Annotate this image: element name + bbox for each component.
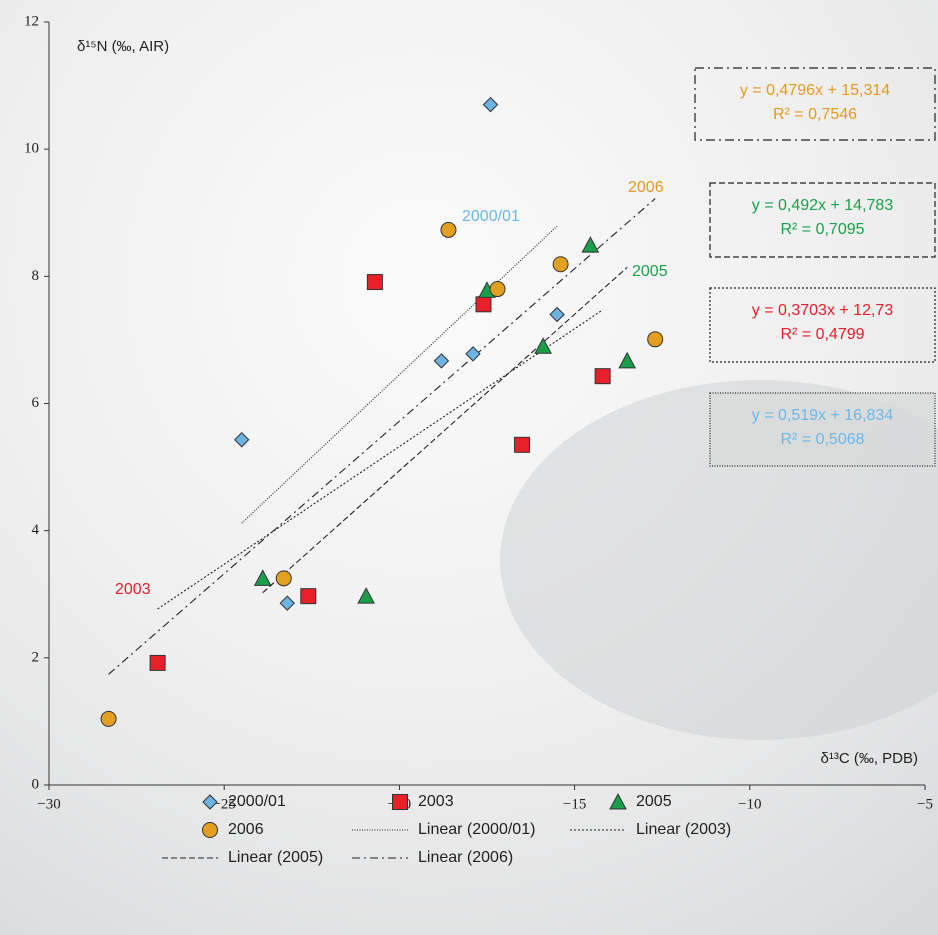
x-axis-label: δ¹³C (‰, PDB) [820, 750, 918, 767]
point [648, 332, 663, 347]
chart: δ¹⁵N (‰, AIR) δ¹³C (‰, PDB) 0 2 4 6 8 10 12 −30… [0, 0, 938, 935]
trend-label: 2005 [632, 263, 668, 280]
point [367, 275, 382, 290]
r-squared: R² = 0,7095 [780, 221, 864, 238]
legend-label: 2005 [636, 793, 672, 810]
point [595, 369, 610, 384]
trend-label: 2000/01 [462, 208, 520, 225]
trend-label: 2003 [115, 581, 151, 598]
legend-label: Linear (2003) [636, 821, 731, 838]
x-tick-label: −30 [37, 796, 60, 812]
y-tick-label: 6 [32, 395, 40, 411]
legend-label: 2000/01 [228, 793, 286, 810]
equation-box [710, 393, 935, 466]
y-tick-label: 0 [32, 776, 40, 792]
x-tick-label: −10 [738, 796, 761, 812]
legend-label: Linear (2005) [228, 849, 323, 866]
point [276, 571, 291, 586]
legend-label: 2006 [228, 821, 264, 838]
equation: y = 0,519x + 16,834 [752, 407, 894, 424]
legend-marker [393, 795, 408, 810]
trend-label: 2006 [628, 179, 664, 196]
legend-marker [203, 823, 218, 838]
y-tick-label: 4 [32, 522, 40, 538]
x-tick-label: −15 [563, 796, 586, 812]
r-squared: R² = 0,5068 [780, 431, 864, 448]
y-tick-label: 10 [24, 141, 39, 157]
point [441, 222, 456, 237]
equation: y = 0,3703x + 12,73 [752, 302, 894, 319]
r-squared: R² = 0,7546 [773, 106, 857, 123]
point [476, 297, 491, 312]
legend-label: Linear (2000/01) [418, 821, 535, 838]
point [101, 711, 116, 726]
x-tick-label: −5 [917, 796, 933, 812]
point [490, 282, 505, 297]
equation: y = 0,492x + 14,783 [752, 197, 894, 214]
y-tick-label: 8 [32, 268, 40, 284]
point [553, 257, 568, 272]
r-squared: R² = 0,4799 [780, 326, 864, 343]
legend-label: Linear (2006) [418, 849, 513, 866]
y-axis-label: δ¹⁵N (‰, AIR) [77, 38, 169, 55]
point [301, 589, 316, 604]
y-tick-label: 2 [32, 649, 40, 665]
y-tick-label: 12 [24, 13, 39, 29]
legend-label: 2003 [418, 793, 454, 810]
equation: y = 0,4796x + 15,314 [740, 82, 890, 99]
point [515, 437, 530, 452]
point [150, 655, 165, 670]
